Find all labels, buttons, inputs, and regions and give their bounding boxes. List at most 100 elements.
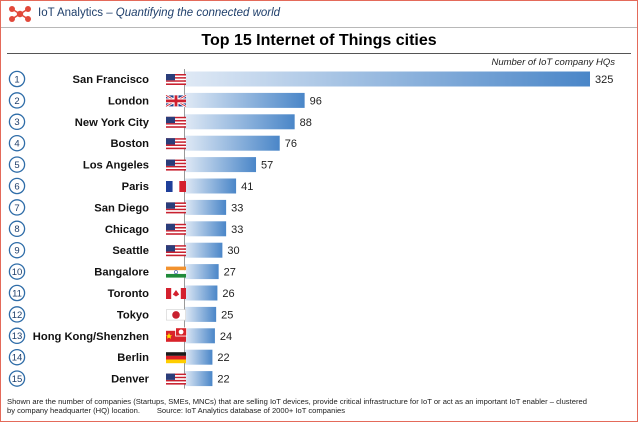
rank-label: 12 <box>12 310 23 321</box>
flag-us-icon <box>166 116 186 128</box>
value-label: 33 <box>231 224 243 236</box>
value-label: 24 <box>220 331 232 343</box>
category-label: Seattle <box>112 245 149 257</box>
bar <box>185 242 223 258</box>
chart-title: Top 15 Internet of Things cities <box>201 32 437 49</box>
rank-badge: 2 <box>8 92 26 109</box>
flag-cn-hk-icon <box>166 327 188 342</box>
value-label: 25 <box>221 309 233 321</box>
rank-badge: 14 <box>8 348 26 366</box>
header: IoT Analytics – Quantifying the connecte… <box>1 1 637 27</box>
rank-label: 13 <box>12 331 23 342</box>
bar <box>185 92 305 108</box>
value-label: 96 <box>310 95 322 107</box>
rank-badge: 9 <box>8 241 26 259</box>
flag-us-icon <box>166 202 186 214</box>
footnote: Shown are the number of companies (Start… <box>7 397 627 415</box>
rank-label: 11 <box>12 288 22 299</box>
rank-label: 5 <box>14 160 19 171</box>
bar <box>185 349 213 365</box>
flag-us-icon <box>166 138 186 150</box>
value-label: 325 <box>595 74 613 86</box>
brand-name: IoT Analytics <box>38 7 103 19</box>
flag-in-icon <box>166 266 186 278</box>
rank-badge: 11 <box>8 284 26 302</box>
flag-us-icon <box>166 223 186 235</box>
title-divider <box>7 53 631 54</box>
rank-label: 9 <box>14 246 19 257</box>
rank-badge: 8 <box>8 220 26 238</box>
rank-badge: 7 <box>8 199 26 216</box>
rank-label: 6 <box>14 181 19 192</box>
brand-tagline: – Quantifying the connected world <box>103 7 281 19</box>
bar <box>185 114 295 130</box>
value-label: 22 <box>217 352 229 364</box>
value-label: 33 <box>231 202 243 214</box>
category-label: Hong Kong/Shenzhen <box>33 331 149 343</box>
rank-badge: 3 <box>8 113 26 131</box>
category-label: London <box>108 95 149 107</box>
rank-label: 8 <box>14 224 19 235</box>
rank-label: 10 <box>12 267 23 278</box>
category-label: Berlin <box>117 352 149 364</box>
rank-label: 4 <box>14 139 19 150</box>
flag-us-icon <box>166 245 186 257</box>
value-label: 88 <box>300 117 312 129</box>
rank-badge: 13 <box>8 327 26 345</box>
rank-badge: 5 <box>8 156 26 173</box>
rank-badge: 10 <box>8 263 26 280</box>
rank-badge: 15 <box>8 370 26 387</box>
rank-label: 1 <box>14 74 19 85</box>
rank-label: 15 <box>12 374 23 385</box>
category-label: Tokyo <box>117 309 149 321</box>
category-label: Paris <box>122 181 149 193</box>
value-label: 22 <box>217 374 229 386</box>
bar <box>185 285 218 301</box>
value-label: 27 <box>224 267 236 279</box>
category-label: Boston <box>110 138 149 150</box>
bar <box>185 264 219 280</box>
bar <box>185 135 280 151</box>
category-label: Chicago <box>105 224 149 236</box>
flag-us-icon <box>166 373 186 385</box>
flag-jp-icon <box>166 309 187 321</box>
value-label: 41 <box>241 181 253 193</box>
rank-label: 14 <box>12 353 23 364</box>
iot-analytics-logo-icon <box>9 6 31 22</box>
bar <box>185 199 227 215</box>
footnote-source: Source: IoT Analytics database of 2000+ … <box>156 406 346 415</box>
bar <box>185 157 257 173</box>
category-label: San Diego <box>94 202 149 214</box>
rank-label: 2 <box>14 96 19 107</box>
flag-uk-icon <box>165 94 187 108</box>
value-label: 57 <box>261 160 273 172</box>
flag-de-icon <box>166 352 186 364</box>
category-label: San Francisco <box>73 74 150 86</box>
rank-label: 3 <box>14 117 19 128</box>
bar <box>185 328 215 344</box>
bar <box>185 178 237 194</box>
flag-ca-icon <box>166 288 186 299</box>
flag-fr-icon <box>166 181 186 192</box>
category-label: Los Angeles <box>83 160 149 172</box>
rank-badge: 6 <box>8 177 26 195</box>
rank-badge: 4 <box>8 134 26 152</box>
value-label: 30 <box>227 245 239 257</box>
footnote-line-1: Shown are the number of companies (Start… <box>7 397 587 406</box>
category-label: Bangalore <box>94 267 149 279</box>
flag-us-icon <box>166 74 186 85</box>
bar <box>185 306 217 322</box>
rank-badge: 12 <box>8 306 26 323</box>
value-axis-label: Number of IoT company HQs <box>491 57 615 68</box>
category-label: Denver <box>111 374 150 386</box>
footnote-line-2: by company headquarter (HQ) location. <box>7 406 140 415</box>
brand-text: IoT Analytics – Quantifying the connecte… <box>38 7 280 19</box>
bar <box>185 221 227 237</box>
flag-us-icon <box>166 159 186 171</box>
category-label: Toronto <box>108 288 150 300</box>
value-label: 26 <box>222 288 234 300</box>
bar <box>185 371 213 387</box>
value-label: 76 <box>285 138 297 150</box>
